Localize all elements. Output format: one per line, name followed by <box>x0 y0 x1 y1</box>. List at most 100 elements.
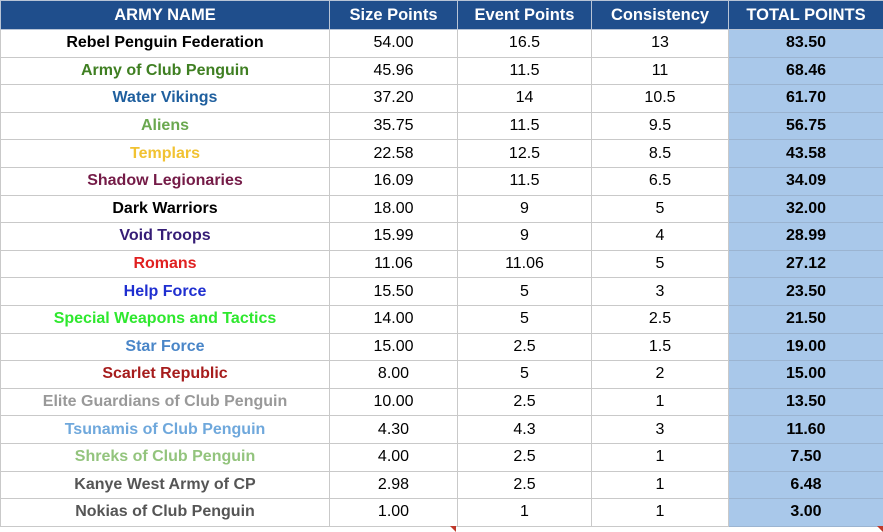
size-points-cell[interactable]: 4.30 <box>329 415 458 444</box>
event-points-cell[interactable]: 5 <box>457 304 592 334</box>
size-points-cell[interactable]: 1.00 <box>329 498 458 527</box>
total-points-cell[interactable]: 15.00 <box>728 360 883 389</box>
total-points-cell[interactable]: 32.00 <box>728 194 883 224</box>
event-points-cell[interactable]: 11.5 <box>457 56 592 86</box>
table-row: Aliens 35.75 11.5 9.5 56.75 <box>0 111 883 141</box>
total-points-cell[interactable]: 7.50 <box>728 442 883 472</box>
size-points-cell[interactable]: 45.96 <box>329 56 458 86</box>
consistency-cell[interactable]: 9.5 <box>591 111 729 141</box>
army-name-cell[interactable]: Help Force <box>0 277 330 306</box>
event-points-cell[interactable]: 16.5 <box>457 29 592 58</box>
army-name-cell[interactable]: Nokias of Club Penguin <box>0 498 330 527</box>
consistency-cell[interactable]: 6.5 <box>591 166 729 196</box>
table-row: Elite Guardians of Club Penguin 10.00 2.5 1… <box>0 387 883 417</box>
total-points-cell[interactable]: 21.50 <box>728 304 883 334</box>
army-name-cell[interactable]: Tsunamis of Club Penguin <box>0 415 330 444</box>
event-points-cell[interactable]: 2.5 <box>457 387 592 417</box>
size-points-cell[interactable]: 15.50 <box>329 277 458 306</box>
event-points-cell[interactable]: 11.5 <box>457 111 592 141</box>
total-points-cell[interactable]: 43.58 <box>728 139 883 168</box>
event-points-cell[interactable]: 2.5 <box>457 470 592 500</box>
total-points-cell[interactable]: 28.99 <box>728 222 883 251</box>
size-points-cell[interactable]: 15.99 <box>329 222 458 251</box>
total-points-cell[interactable]: 27.12 <box>728 249 883 279</box>
army-name-cell[interactable]: Void Troops <box>0 222 330 251</box>
total-points-cell[interactable]: 3.00 <box>728 498 883 527</box>
consistency-cell[interactable]: 2.5 <box>591 304 729 334</box>
army-name-cell[interactable]: Romans <box>0 249 330 279</box>
army-name-cell[interactable]: Scarlet Republic <box>0 360 330 389</box>
army-name-cell[interactable]: Army of Club Penguin <box>0 56 330 86</box>
size-points-cell[interactable]: 16.09 <box>329 166 458 196</box>
size-points-cell[interactable]: 4.00 <box>329 442 458 472</box>
event-points-cell[interactable]: 11.5 <box>457 166 592 196</box>
army-name-cell[interactable]: Aliens <box>0 111 330 141</box>
total-points-cell[interactable]: 34.09 <box>728 166 883 196</box>
army-name-cell[interactable]: Star Force <box>0 332 330 362</box>
consistency-cell[interactable]: 2 <box>591 360 729 389</box>
army-name-cell[interactable]: Elite Guardians of Club Penguin <box>0 387 330 417</box>
army-name-cell[interactable]: Shreks of Club Penguin <box>0 442 330 472</box>
total-points-cell[interactable]: 68.46 <box>728 56 883 86</box>
event-points-cell[interactable]: 5 <box>457 277 592 306</box>
consistency-cell[interactable]: 5 <box>591 194 729 224</box>
total-points-cell[interactable]: 83.50 <box>728 29 883 58</box>
consistency-cell[interactable]: 3 <box>591 277 729 306</box>
header-event-points[interactable]: Event Points <box>457 0 592 30</box>
consistency-cell[interactable]: 4 <box>591 222 729 251</box>
size-points-cell[interactable]: 22.58 <box>329 139 458 168</box>
total-points-cell[interactable]: 19.00 <box>728 332 883 362</box>
event-points-cell[interactable]: 2.5 <box>457 332 592 362</box>
army-name-cell[interactable]: Shadow Legionaries <box>0 166 330 196</box>
cell-comment-marker <box>450 526 456 532</box>
event-points-cell[interactable]: 9 <box>457 222 592 251</box>
event-points-cell[interactable]: 5 <box>457 360 592 389</box>
army-name-cell[interactable]: Rebel Penguin Federation <box>0 29 330 58</box>
size-points-cell[interactable]: 37.20 <box>329 84 458 113</box>
size-points-cell[interactable]: 2.98 <box>329 470 458 500</box>
total-points-cell[interactable]: 23.50 <box>728 277 883 306</box>
size-points-cell[interactable]: 10.00 <box>329 387 458 417</box>
consistency-cell[interactable]: 11 <box>591 56 729 86</box>
table-row: Shreks of Club Penguin 4.00 2.5 1 7.50 <box>0 442 883 472</box>
consistency-cell[interactable]: 8.5 <box>591 139 729 168</box>
consistency-cell[interactable]: 5 <box>591 249 729 279</box>
consistency-cell[interactable]: 10.5 <box>591 84 729 113</box>
consistency-cell[interactable]: 1 <box>591 442 729 472</box>
army-name-cell[interactable]: Dark Warriors <box>0 194 330 224</box>
event-points-cell[interactable]: 11.06 <box>457 249 592 279</box>
event-points-cell[interactable]: 12.5 <box>457 139 592 168</box>
size-points-cell[interactable]: 18.00 <box>329 194 458 224</box>
army-name-cell[interactable]: Water Vikings <box>0 84 330 113</box>
consistency-cell[interactable]: 3 <box>591 415 729 444</box>
consistency-cell[interactable]: 1.5 <box>591 332 729 362</box>
size-points-cell[interactable]: 35.75 <box>329 111 458 141</box>
size-points-cell[interactable]: 11.06 <box>329 249 458 279</box>
event-points-cell[interactable]: 9 <box>457 194 592 224</box>
total-points-cell[interactable]: 56.75 <box>728 111 883 141</box>
header-total-points[interactable]: TOTAL POINTS <box>728 0 883 30</box>
total-points-cell[interactable]: 11.60 <box>728 415 883 444</box>
event-points-cell[interactable]: 4.3 <box>457 415 592 444</box>
size-points-cell[interactable]: 14.00 <box>329 304 458 334</box>
header-consistency[interactable]: Consistency <box>591 0 729 30</box>
size-points-cell[interactable]: 8.00 <box>329 360 458 389</box>
consistency-cell[interactable]: 1 <box>591 470 729 500</box>
total-points-cell[interactable]: 61.70 <box>728 84 883 113</box>
header-size-points[interactable]: Size Points <box>329 0 458 30</box>
army-name-cell[interactable]: Templars <box>0 139 330 168</box>
header-army-name[interactable]: ARMY NAME <box>0 0 330 30</box>
army-name-cell[interactable]: Kanye West Army of CP <box>0 470 330 500</box>
consistency-cell[interactable]: 1 <box>591 498 729 527</box>
consistency-cell[interactable]: 1 <box>591 387 729 417</box>
event-points-cell[interactable]: 1 <box>457 498 592 527</box>
event-points-cell[interactable]: 2.5 <box>457 442 592 472</box>
size-points-cell[interactable]: 15.00 <box>329 332 458 362</box>
size-points-cell[interactable]: 54.00 <box>329 29 458 58</box>
consistency-cell[interactable]: 13 <box>591 29 729 58</box>
army-name-cell[interactable]: Special Weapons and Tactics <box>0 304 330 334</box>
total-points-cell[interactable]: 6.48 <box>728 470 883 500</box>
event-points-cell[interactable]: 14 <box>457 84 592 113</box>
total-points-cell[interactable]: 13.50 <box>728 387 883 417</box>
